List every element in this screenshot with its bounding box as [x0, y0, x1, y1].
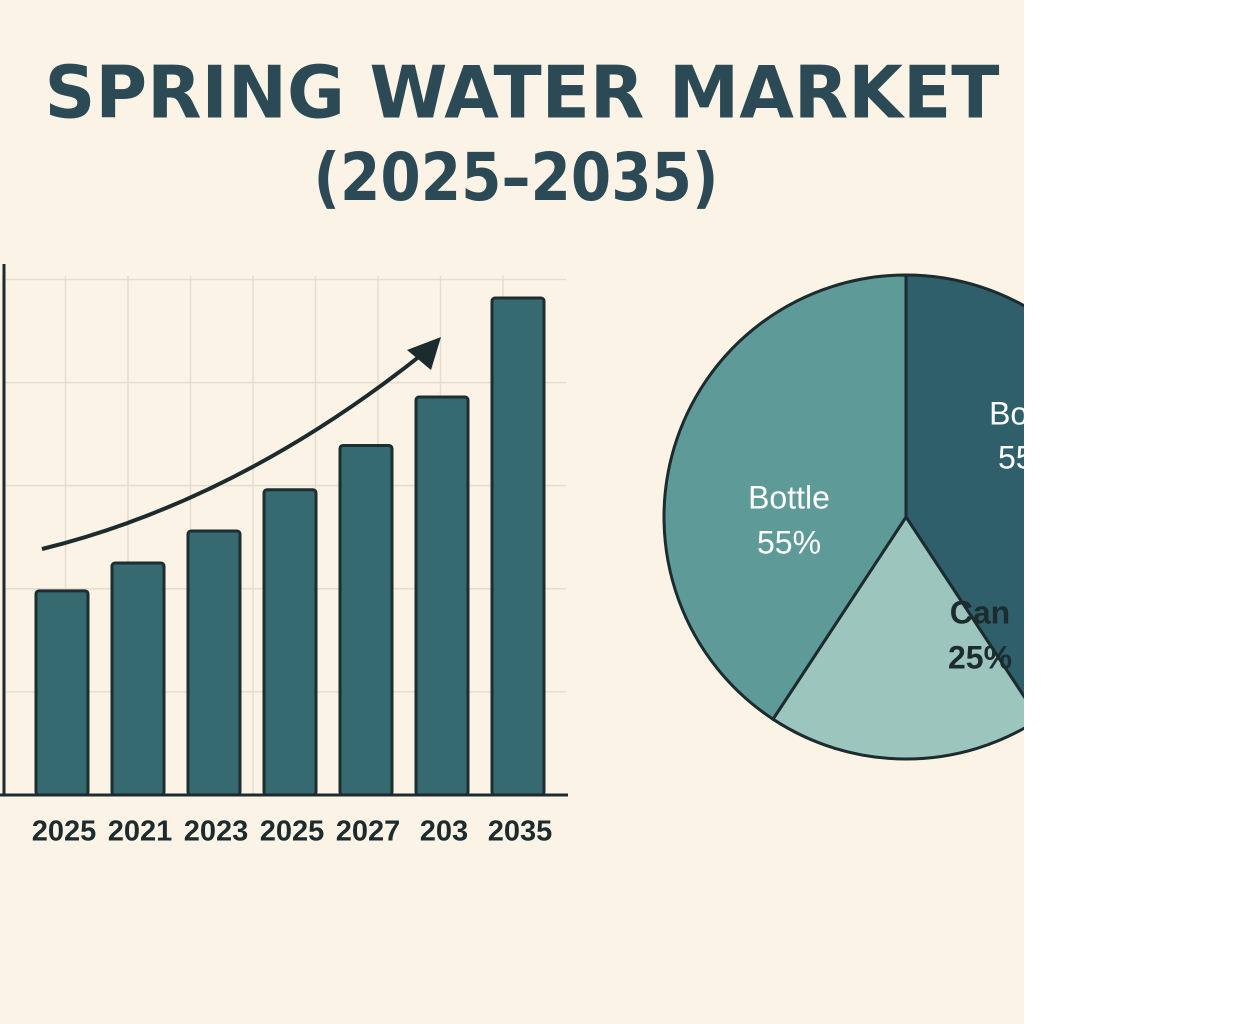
- pie-slice: [662, 273, 908, 722]
- bar: [110, 561, 166, 797]
- slice-label: Bottle: [989, 395, 1071, 431]
- trend-arrow: [41, 350, 427, 551]
- pie-chart: Bottle 55% Can 25% Bottle 55%: [662, 273, 1071, 761]
- bar-chart: 5202520212023202520272032035: [0, 264, 568, 848]
- slice-value-label: 55%: [757, 524, 821, 560]
- arrow-head: [407, 337, 441, 370]
- x-tick-label: 2027: [336, 816, 401, 848]
- bar: [490, 296, 546, 797]
- x-tick-label: 2025: [260, 816, 325, 848]
- chart-title: SPRING WATER MARKET: [45, 51, 1000, 135]
- x-tick-label: 2025: [32, 816, 97, 848]
- x-tick-label: 203: [420, 816, 468, 848]
- slice-value-label: 25%: [948, 639, 1012, 675]
- pie-slice: [904, 273, 1024, 700]
- x-tick-label: 2035: [488, 816, 553, 848]
- bar: [338, 443, 394, 797]
- x-tick-label: 2021: [108, 816, 173, 848]
- bar: [186, 529, 242, 797]
- slice-label: Bottle: [748, 479, 830, 515]
- infographic: SPRING WATER MARKET (2025–2035) 52025202…: [0, 51, 1071, 848]
- slice-value-label: 55%: [998, 439, 1062, 475]
- bar: [34, 589, 90, 797]
- x-tick-label: 2023: [184, 816, 249, 848]
- bar: [262, 488, 318, 797]
- chart-subtitle: (2025–2035): [314, 139, 719, 216]
- slice-label: Can: [950, 594, 1010, 630]
- bar: [414, 395, 470, 797]
- pie-slice: [770, 514, 1024, 761]
